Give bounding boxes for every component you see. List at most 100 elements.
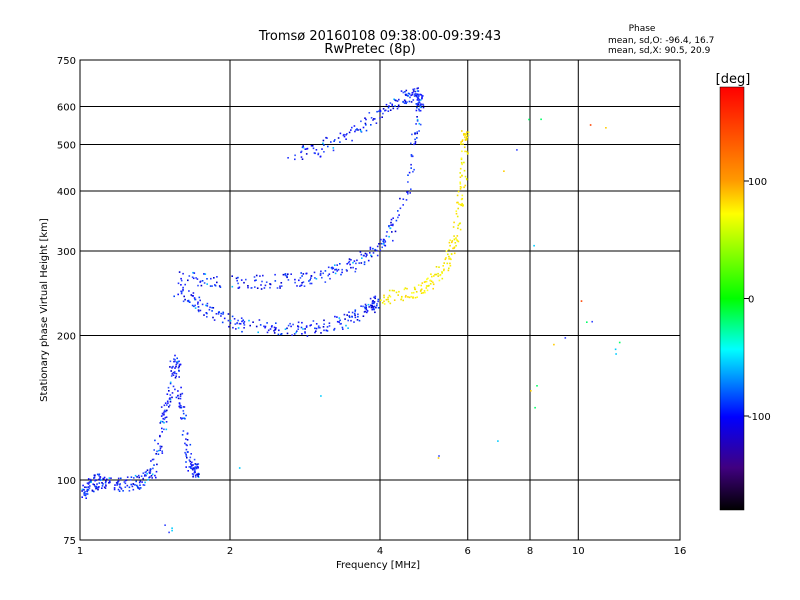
data-point bbox=[452, 226, 455, 228]
data-point bbox=[351, 316, 353, 318]
data-point bbox=[300, 150, 303, 153]
data-point bbox=[139, 480, 142, 482]
data-point bbox=[150, 460, 152, 462]
data-point bbox=[299, 277, 302, 279]
data-point bbox=[385, 103, 388, 106]
data-point bbox=[377, 298, 380, 301]
data-point bbox=[188, 466, 191, 468]
data-point bbox=[212, 307, 215, 309]
data-point bbox=[197, 306, 200, 308]
data-point bbox=[197, 472, 200, 475]
data-point bbox=[367, 259, 370, 262]
data-point bbox=[389, 302, 392, 305]
data-point bbox=[333, 140, 335, 142]
data-point bbox=[364, 122, 367, 125]
data-point bbox=[120, 477, 122, 480]
data-point bbox=[463, 186, 465, 189]
data-point bbox=[352, 266, 354, 269]
data-point bbox=[325, 136, 327, 139]
data-point bbox=[263, 325, 265, 328]
data-point bbox=[236, 279, 238, 282]
data-point bbox=[254, 286, 256, 288]
data-point bbox=[460, 158, 463, 161]
data-point bbox=[381, 246, 383, 249]
data-point bbox=[432, 287, 434, 290]
data-point bbox=[273, 332, 276, 334]
data-point bbox=[181, 392, 184, 395]
data-point bbox=[86, 482, 89, 484]
data-point bbox=[166, 400, 169, 403]
data-point bbox=[459, 186, 462, 188]
data-point bbox=[186, 439, 189, 441]
data-point bbox=[237, 327, 240, 329]
data-point bbox=[438, 266, 440, 268]
data-point bbox=[214, 284, 217, 287]
data-point bbox=[163, 418, 166, 421]
data-point bbox=[108, 477, 111, 479]
data-point bbox=[614, 348, 617, 351]
data-point bbox=[206, 305, 209, 307]
data-point bbox=[294, 154, 296, 157]
data-point bbox=[417, 95, 420, 98]
data-point bbox=[447, 269, 450, 272]
data-point bbox=[192, 475, 194, 478]
data-point bbox=[179, 395, 182, 397]
data-point bbox=[164, 416, 167, 419]
data-point bbox=[580, 300, 583, 302]
data-point bbox=[354, 314, 356, 317]
data-point bbox=[457, 190, 460, 193]
data-point bbox=[161, 450, 163, 452]
data-point bbox=[418, 98, 421, 101]
data-point bbox=[406, 287, 408, 290]
data-point bbox=[129, 479, 132, 481]
data-point bbox=[398, 98, 400, 101]
data-point bbox=[305, 326, 308, 328]
data-point bbox=[421, 97, 423, 100]
data-point bbox=[149, 472, 151, 474]
data-point bbox=[182, 289, 184, 292]
data-point bbox=[81, 496, 83, 498]
data-point bbox=[83, 493, 85, 495]
data-point bbox=[130, 476, 133, 478]
data-point bbox=[117, 477, 120, 480]
data-point bbox=[392, 239, 394, 242]
data-point bbox=[215, 313, 218, 315]
data-point bbox=[211, 306, 213, 309]
data-point bbox=[326, 137, 328, 139]
data-point bbox=[232, 326, 234, 329]
data-point bbox=[459, 176, 462, 178]
data-point bbox=[139, 484, 141, 486]
data-point bbox=[301, 333, 303, 335]
data-point bbox=[364, 303, 367, 306]
data-point bbox=[200, 284, 203, 287]
data-point bbox=[412, 297, 414, 299]
data-point bbox=[458, 223, 461, 225]
data-point bbox=[314, 152, 316, 155]
data-point bbox=[385, 298, 388, 301]
data-point bbox=[423, 281, 426, 283]
data-point bbox=[394, 230, 397, 233]
data-point bbox=[382, 112, 384, 115]
data-point bbox=[453, 246, 456, 249]
colorbar-tick-label: 0 bbox=[748, 295, 754, 306]
data-point bbox=[209, 285, 212, 287]
data-point bbox=[377, 300, 379, 303]
data-point bbox=[186, 451, 189, 453]
data-point bbox=[182, 406, 185, 408]
data-point bbox=[466, 178, 468, 181]
data-point bbox=[415, 95, 418, 98]
data-point bbox=[144, 475, 146, 477]
data-point bbox=[312, 147, 315, 150]
data-point bbox=[405, 199, 408, 201]
data-point bbox=[195, 474, 197, 477]
data-point bbox=[516, 149, 518, 151]
data-point bbox=[336, 270, 338, 272]
data-point bbox=[320, 332, 322, 334]
data-point bbox=[234, 323, 237, 325]
y-tick-label: 600 bbox=[57, 103, 76, 114]
data-point bbox=[262, 274, 264, 277]
data-point bbox=[178, 369, 180, 372]
data-point bbox=[540, 118, 542, 121]
data-point bbox=[237, 282, 239, 285]
data-point bbox=[184, 283, 186, 286]
